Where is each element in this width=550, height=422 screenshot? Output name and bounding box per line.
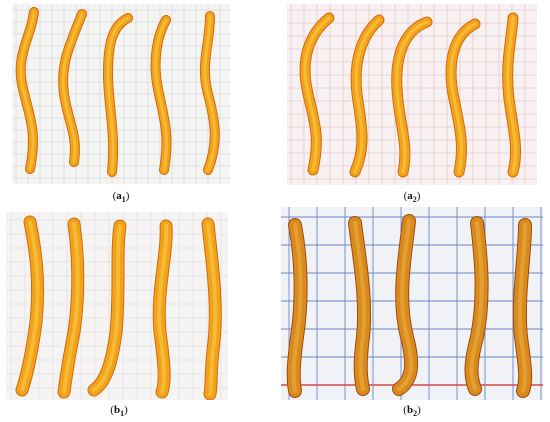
panel-a2-strands	[299, 12, 522, 178]
strand-a1-4-highlight	[154, 18, 168, 172]
caption-a2: (a2)	[403, 190, 421, 205]
strand-a2-4-highlight	[449, 22, 477, 174]
strand-b2-1-highlight	[291, 222, 303, 394]
caption-b2-sub: 2	[413, 409, 418, 419]
strand-a1-1-highlight	[19, 10, 36, 171]
panel-b1-image	[6, 212, 228, 400]
panel-a1-strands	[15, 7, 220, 177]
panel-b1	[6, 212, 228, 400]
caption-b1: (b1)	[110, 404, 128, 419]
caption-b1-sub: 1	[120, 409, 125, 419]
strand-a2-1-highlight	[303, 16, 331, 172]
panel-b2-image	[281, 207, 543, 400]
strand-b1-1-highlight	[20, 220, 40, 392]
panel-b2-strands	[286, 214, 533, 398]
strand-a1-3-highlight	[106, 16, 130, 174]
strand-a2-3-highlight	[395, 20, 429, 174]
strand-a2-5-highlight	[506, 16, 518, 174]
panel-a1	[12, 4, 230, 184]
strand-b2-3-highlight	[396, 218, 414, 392]
strand-a1-5-highlight	[203, 14, 217, 172]
strand-a2-2-highlight	[353, 18, 381, 174]
panel-b1-strands	[15, 215, 222, 400]
caption-a2-sub: 2	[412, 195, 417, 205]
strand-a1-2-highlight	[61, 12, 84, 164]
strand-b1-2-highlight	[62, 222, 80, 394]
strand-b1-4-highlight	[157, 224, 169, 394]
panel-a1-image	[12, 4, 230, 184]
strand-b2-2-highlight	[352, 220, 367, 392]
strand-b1-5-highlight	[206, 222, 218, 396]
caption-a1: (a1)	[112, 190, 130, 205]
caption-b2: (b2)	[403, 404, 421, 419]
panel-b2	[281, 207, 543, 400]
strand-b1-3-highlight	[92, 224, 122, 392]
strand-b2-5-highlight	[517, 222, 528, 394]
strand-b2-4-highlight	[469, 220, 484, 392]
panel-a2	[287, 4, 537, 185]
caption-a1-sub: 1	[121, 195, 126, 205]
panel-a2-image	[287, 4, 537, 185]
